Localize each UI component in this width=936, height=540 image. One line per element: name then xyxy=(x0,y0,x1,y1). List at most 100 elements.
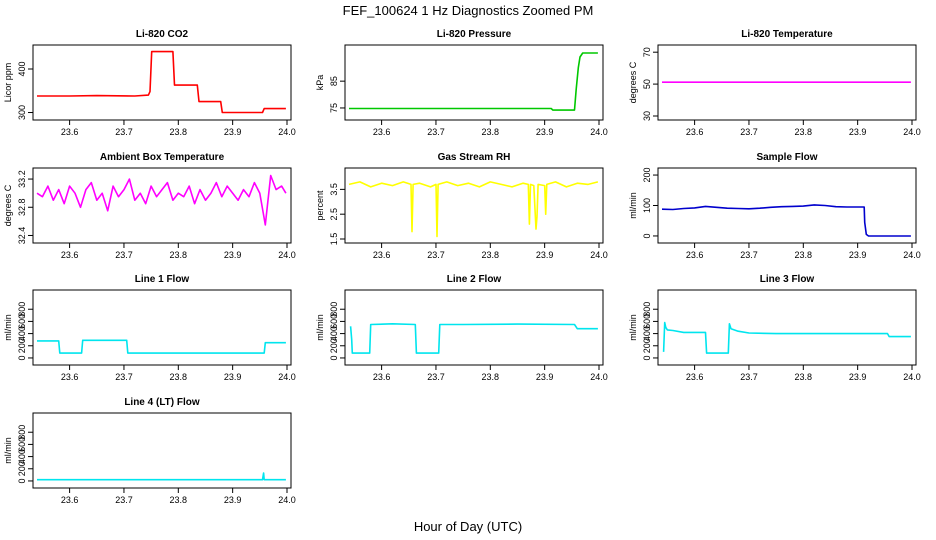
x-tick-label-licor_temp: 23.7 xyxy=(740,127,758,137)
x-tick-label-rh: 23.8 xyxy=(482,250,500,260)
panel-line3: Line 3 Flow 23.6 23.7 23.8 23.9 24.0 0 20040060… xyxy=(628,274,921,382)
figure-x-axis-label: Hour of Day (UTC) xyxy=(414,519,522,534)
y-tick-label-sample_flow: 200 xyxy=(642,168,652,183)
series-line-line3 xyxy=(662,321,911,354)
x-tick-label-box_temp: 23.9 xyxy=(224,250,242,260)
y-tick-label-line3: 600 xyxy=(642,314,652,329)
series-line-rh xyxy=(348,181,599,238)
x-tick-label-co2: 24.0 xyxy=(278,127,296,137)
y-tick-label-line2: 400 xyxy=(329,326,339,341)
y-tick-label-sample_flow: 0 xyxy=(642,233,652,238)
y-tick-label-pressure: 75 xyxy=(329,103,339,113)
panel-line2: Line 2 Flow 23.6 23.7 23.8 23.9 24.0 0 20040060… xyxy=(315,274,608,382)
series-line-line1 xyxy=(37,339,286,354)
y-tick-label-line1: 0 xyxy=(17,355,27,360)
y-axis-label-line1: ml/min xyxy=(3,314,13,341)
x-tick-label-licor_temp: 23.9 xyxy=(849,127,867,137)
y-axis-label-co2: Licor ppm xyxy=(3,63,13,103)
panel-title-box_temp: Ambient Box Temperature xyxy=(100,152,225,163)
y-tick-label-line4: 600 xyxy=(17,437,27,452)
panel-sample_flow: Sample Flow 23.6 23.7 23.8 23.9 24.0 0 100 200 ml… xyxy=(628,152,921,260)
y-axis-label-line4: ml/min xyxy=(3,437,13,464)
y-tick-label-line2: 200 xyxy=(329,338,339,353)
x-tick-label-pressure: 23.7 xyxy=(427,127,445,137)
y-tick-label-rh: 1.5 xyxy=(329,233,339,246)
y-tick-label-licor_temp: 50 xyxy=(642,79,652,89)
x-tick-label-pressure: 23.8 xyxy=(482,127,500,137)
x-tick-label-line1: 23.9 xyxy=(224,372,242,382)
y-tick-label-line1: 400 xyxy=(17,326,27,341)
x-tick-label-box_temp: 23.6 xyxy=(61,250,79,260)
x-tick-label-box_temp: 23.7 xyxy=(115,250,133,260)
y-tick-label-box_temp: 32.8 xyxy=(17,198,27,216)
series-line-line4 xyxy=(37,472,286,481)
y-tick-label-line1: 800 xyxy=(17,302,27,317)
y-axis-label-rh: percent xyxy=(315,190,325,221)
y-tick-label-line2: 0 xyxy=(329,355,339,360)
y-tick-label-line3: 800 xyxy=(642,302,652,317)
x-tick-label-sample_flow: 23.8 xyxy=(795,250,813,260)
x-tick-label-co2: 23.9 xyxy=(224,127,242,137)
y-tick-label-rh: 2.5 xyxy=(329,208,339,221)
y-tick-label-box_temp: 32.4 xyxy=(17,227,27,245)
panel-pressure: Li-820 Pressure 23.6 23.7 23.8 23.9 24.0 75 85 k… xyxy=(315,29,608,137)
x-tick-label-line4: 23.6 xyxy=(61,495,79,505)
y-tick-label-line1: 200 xyxy=(17,338,27,353)
panel-title-line2: Line 2 Flow xyxy=(447,274,502,285)
x-tick-label-line3: 23.6 xyxy=(686,372,704,382)
x-tick-label-line3: 23.9 xyxy=(849,372,867,382)
x-tick-label-sample_flow: 23.7 xyxy=(740,250,758,260)
x-tick-label-line3: 24.0 xyxy=(903,372,921,382)
y-axis-label-pressure: kPa xyxy=(315,75,325,91)
x-tick-label-line1: 23.7 xyxy=(115,372,133,382)
x-tick-label-rh: 24.0 xyxy=(590,250,608,260)
y-tick-label-licor_temp: 70 xyxy=(642,47,652,57)
series-line-pressure xyxy=(349,52,598,111)
y-tick-label-line4: 0 xyxy=(17,478,27,483)
x-tick-label-licor_temp: 23.8 xyxy=(795,127,813,137)
panel-title-sample_flow: Sample Flow xyxy=(756,152,817,163)
x-tick-label-line2: 23.7 xyxy=(427,372,445,382)
y-tick-label-co2: 300 xyxy=(17,105,27,120)
panel-line1: Line 1 Flow 23.6 23.7 23.8 23.9 24.0 0 20040060… xyxy=(3,274,296,382)
y-axis-label-line2: ml/min xyxy=(315,314,325,341)
x-tick-label-pressure: 23.9 xyxy=(536,127,554,137)
x-tick-label-line4: 23.8 xyxy=(170,495,188,505)
plot-frame-licor_temp xyxy=(657,44,917,121)
x-tick-label-rh: 23.7 xyxy=(427,250,445,260)
plot-frame-sample_flow xyxy=(657,167,917,244)
plot-frame-line4 xyxy=(32,412,292,489)
x-tick-label-line4: 23.9 xyxy=(224,495,242,505)
y-axis-label-line3: ml/min xyxy=(628,314,638,341)
x-tick-label-pressure: 23.6 xyxy=(373,127,391,137)
y-tick-label-box_temp: 33.2 xyxy=(17,170,27,188)
panel-title-licor_temp: Li-820 Temperature xyxy=(741,29,833,40)
x-tick-label-sample_flow: 24.0 xyxy=(903,250,921,260)
x-tick-label-line2: 23.6 xyxy=(373,372,391,382)
x-tick-label-co2: 23.7 xyxy=(115,127,133,137)
x-tick-label-co2: 23.6 xyxy=(61,127,79,137)
x-tick-label-line1: 23.8 xyxy=(170,372,188,382)
y-tick-label-line4: 400 xyxy=(17,449,27,464)
y-tick-label-line3: 0 xyxy=(642,355,652,360)
x-tick-label-line2: 24.0 xyxy=(590,372,608,382)
x-tick-label-box_temp: 23.8 xyxy=(170,250,188,260)
plot-frame-box_temp xyxy=(32,167,292,244)
y-axis-label-sample_flow: ml/min xyxy=(628,192,638,219)
x-tick-label-co2: 23.8 xyxy=(170,127,188,137)
y-axis-label-licor_temp: degrees C xyxy=(628,61,638,103)
series-line-co2 xyxy=(37,50,286,114)
plot-frame-line3 xyxy=(657,289,917,366)
y-axis-label-box_temp: degrees C xyxy=(3,184,13,226)
x-tick-label-line3: 23.8 xyxy=(795,372,813,382)
y-tick-label-line1: 600 xyxy=(17,314,27,329)
x-tick-label-line1: 24.0 xyxy=(278,372,296,382)
y-tick-label-line3: 400 xyxy=(642,326,652,341)
series-line-box_temp xyxy=(36,174,287,226)
panel-title-line4: Line 4 (LT) Flow xyxy=(124,397,200,408)
y-tick-label-co2: 400 xyxy=(17,61,27,76)
x-tick-label-box_temp: 24.0 xyxy=(278,250,296,260)
panel-title-rh: Gas Stream RH xyxy=(438,152,511,163)
